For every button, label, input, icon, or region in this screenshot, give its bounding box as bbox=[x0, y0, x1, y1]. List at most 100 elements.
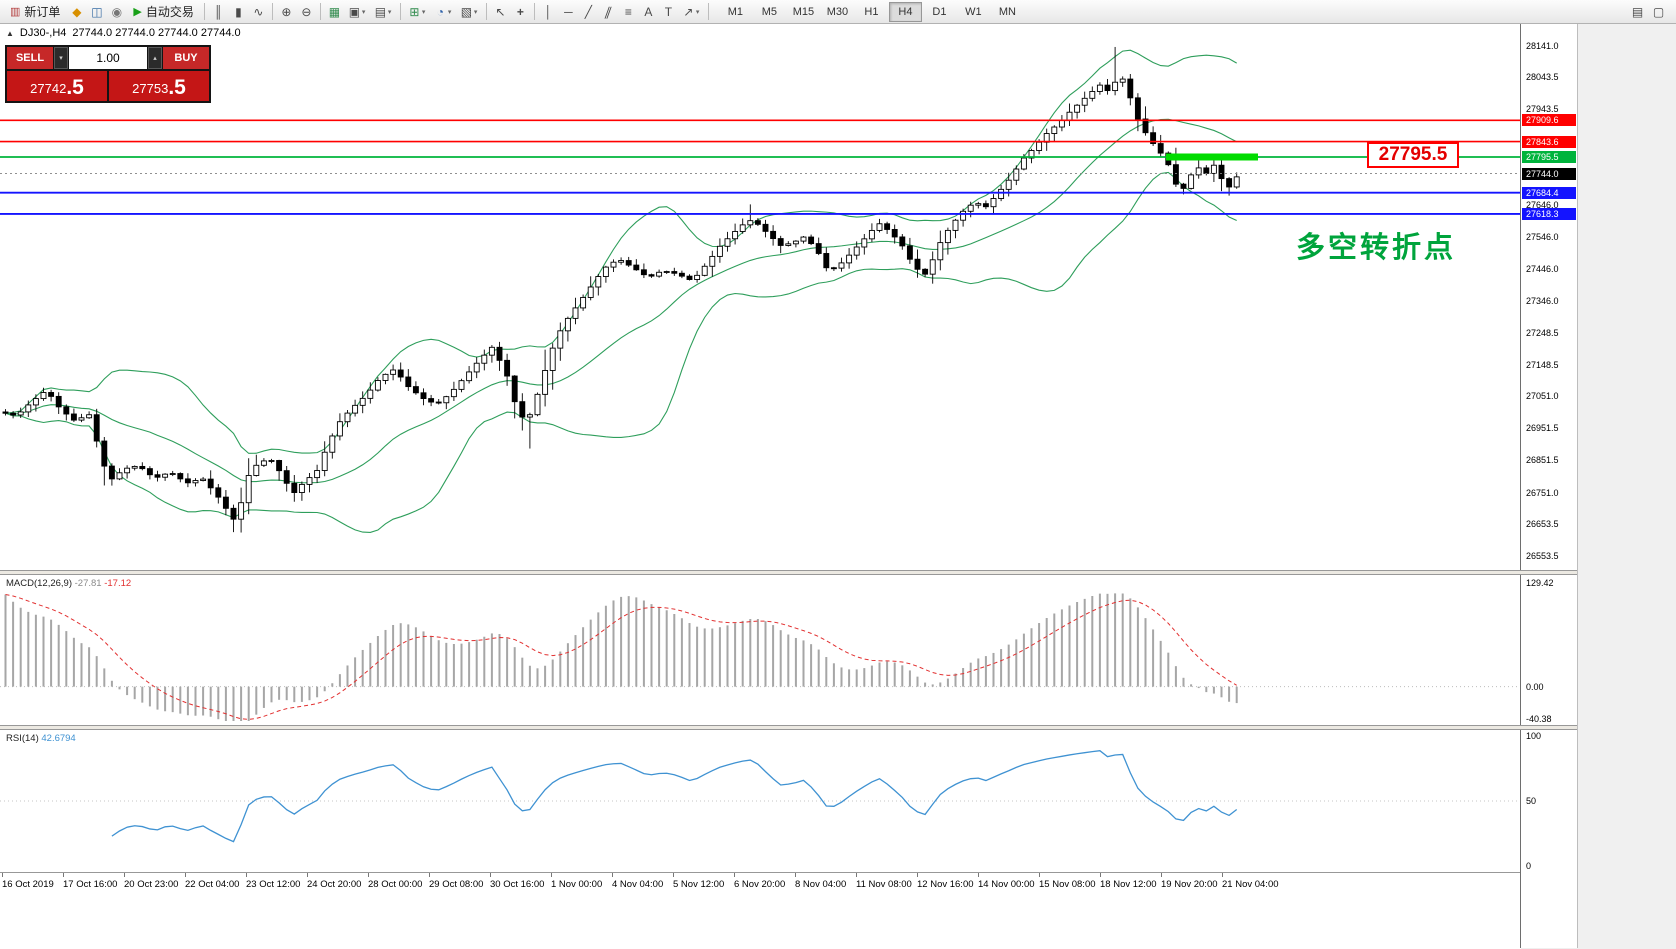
candle-body bbox=[139, 465, 146, 470]
buy-price-display[interactable]: 27753 .5 bbox=[109, 71, 209, 101]
candle-body bbox=[709, 255, 716, 267]
volume-up-spinner[interactable]: ▴ bbox=[148, 47, 162, 69]
date-label: 8 Nov 04:00 bbox=[795, 879, 847, 890]
tf-button-M1[interactable]: M1 bbox=[727, 5, 744, 18]
rsi-panel-canvas[interactable] bbox=[0, 730, 1520, 872]
accounts-icon[interactable]: ◫ bbox=[91, 4, 103, 19]
indicators-icon[interactable]: ⊞ bbox=[409, 4, 420, 19]
sell-price-display[interactable]: 27742 .5 bbox=[7, 71, 107, 101]
sell-price-main: 27742 bbox=[30, 81, 67, 96]
volume-input[interactable] bbox=[69, 47, 147, 69]
label-tool-icon[interactable]: T bbox=[664, 4, 673, 19]
trendline-icon[interactable]: ╱ bbox=[584, 4, 593, 19]
profiles-icon[interactable]: ▤ bbox=[374, 4, 387, 19]
axis-scale-label: -40.38 bbox=[1526, 714, 1552, 724]
candle-body bbox=[823, 253, 830, 269]
candlestick-chart-icon[interactable]: ▮ bbox=[235, 4, 242, 19]
price-callout-box[interactable]: 27795.5 bbox=[1367, 142, 1459, 168]
dropdown-arrow-icon[interactable]: ▾ bbox=[447, 8, 452, 16]
print-preview-icon[interactable]: ▢ bbox=[1652, 4, 1665, 19]
crosshair-icon[interactable]: + bbox=[516, 4, 524, 19]
candle-body bbox=[739, 224, 746, 232]
date-label: 16 Oct 2019 bbox=[2, 879, 54, 890]
buy-button[interactable]: BUY bbox=[163, 47, 209, 69]
candle-body bbox=[580, 297, 587, 309]
candle-body bbox=[321, 451, 328, 471]
sell-button[interactable]: SELL bbox=[7, 47, 53, 69]
date-label: 11 Nov 08:00 bbox=[856, 879, 912, 890]
highlight-segment[interactable] bbox=[1166, 153, 1258, 161]
candle-body bbox=[1005, 179, 1012, 190]
support-icon[interactable]: ◉ bbox=[111, 4, 123, 19]
time-axis-tick bbox=[246, 873, 247, 877]
candle-body bbox=[86, 414, 93, 419]
date-label: 22 Oct 04:00 bbox=[185, 879, 240, 890]
time-axis-tick bbox=[1222, 873, 1223, 877]
vertical-line-icon[interactable]: │ bbox=[544, 4, 553, 19]
tf-button-D1[interactable]: D1 bbox=[932, 5, 947, 18]
candle-body bbox=[48, 392, 55, 397]
candle-body bbox=[808, 236, 815, 245]
dropdown-arrow-icon[interactable]: ▾ bbox=[387, 8, 392, 16]
history-center-icon[interactable]: ◆ bbox=[72, 4, 82, 19]
autotrading-button[interactable]: ▶ 自动交易 bbox=[127, 2, 199, 22]
candle-body bbox=[960, 210, 967, 221]
horizontal-line-icon[interactable]: ─ bbox=[564, 4, 573, 19]
candle-body bbox=[1020, 157, 1027, 170]
periods-icon[interactable]: ◔ bbox=[436, 4, 445, 19]
dropdown-arrow-icon[interactable]: ▾ bbox=[695, 8, 700, 16]
macd-panel-canvas[interactable] bbox=[0, 575, 1520, 725]
fibonacci-icon[interactable]: ≡ bbox=[624, 4, 632, 19]
zoom-in-icon[interactable]: ⊕ bbox=[281, 4, 292, 19]
new-chart-icon[interactable]: ▣ bbox=[348, 4, 361, 19]
text-tool-icon[interactable]: A bbox=[644, 4, 653, 19]
price-axis[interactable]: 28141.0 28043.5 27943.5 27646.0 27546.0 27446… bbox=[1520, 24, 1577, 948]
axis-scale-label: 28141.0 bbox=[1526, 41, 1559, 51]
templates-icon[interactable]: ▧ bbox=[460, 4, 473, 19]
time-axis-tick bbox=[63, 873, 64, 877]
candle-body bbox=[435, 401, 442, 404]
price-level-badge: 27684.4 bbox=[1522, 186, 1576, 199]
tf-button-M15[interactable]: M15 bbox=[792, 5, 815, 18]
candle-body bbox=[466, 371, 473, 382]
candle-body bbox=[314, 470, 321, 479]
time-axis[interactable]: 16 Oct 2019 17 Oct 16:00 20 Oct 23:00 22 Oc… bbox=[0, 872, 1521, 949]
macd-value-signal: -17.12 bbox=[104, 578, 132, 589]
tf-button-MN[interactable]: MN bbox=[998, 5, 1016, 18]
dropdown-arrow-icon[interactable]: ▾ bbox=[361, 8, 366, 16]
candle-body bbox=[1180, 183, 1187, 189]
dropdown-arrow-icon[interactable]: ▾ bbox=[473, 8, 478, 16]
candle-body bbox=[1195, 167, 1202, 176]
zoom-out-icon[interactable]: ⊖ bbox=[301, 4, 312, 19]
volume-down-spinner[interactable]: ▾ bbox=[54, 47, 68, 69]
time-axis-tick bbox=[124, 873, 125, 877]
main-chart-canvas[interactable] bbox=[0, 24, 1520, 570]
collapse-one-click-icon[interactable]: ▲ bbox=[6, 28, 14, 38]
new-order-button[interactable]: ▥ 新订单 bbox=[4, 2, 66, 22]
candle-body bbox=[238, 502, 245, 520]
arrows-tool-icon[interactable]: ↗ bbox=[683, 4, 694, 19]
tile-windows-icon[interactable]: ▦ bbox=[328, 4, 341, 19]
panel-separator[interactable] bbox=[0, 725, 1577, 730]
candle-body bbox=[329, 435, 336, 453]
candle-body bbox=[101, 440, 108, 467]
tf-button-M5[interactable]: M5 bbox=[761, 5, 778, 18]
channel-icon[interactable]: ∥ bbox=[602, 4, 614, 19]
bar-chart-icon[interactable]: ║ bbox=[214, 4, 223, 19]
candle-body bbox=[762, 223, 769, 232]
tf-button-H1[interactable]: H1 bbox=[864, 5, 879, 18]
time-axis-tick bbox=[734, 873, 735, 877]
candle-body bbox=[32, 398, 39, 406]
candle-body bbox=[701, 265, 708, 276]
tf-button-W1[interactable]: W1 bbox=[965, 5, 982, 18]
line-chart-icon[interactable]: ∿ bbox=[253, 4, 264, 19]
dropdown-arrow-icon[interactable]: ▾ bbox=[421, 8, 426, 16]
candle-body bbox=[952, 219, 959, 231]
chart-annotation-text[interactable]: 多空转折点 bbox=[1296, 232, 1457, 264]
print-icon[interactable]: ▤ bbox=[1631, 4, 1644, 19]
panel-separator[interactable] bbox=[0, 570, 1577, 575]
cursor-icon[interactable]: ↖ bbox=[495, 4, 506, 19]
tf-button-M30[interactable]: M30 bbox=[826, 5, 849, 18]
tf-button-H4[interactable]: H4 bbox=[888, 1, 922, 22]
toolbar-separator bbox=[707, 3, 709, 20]
